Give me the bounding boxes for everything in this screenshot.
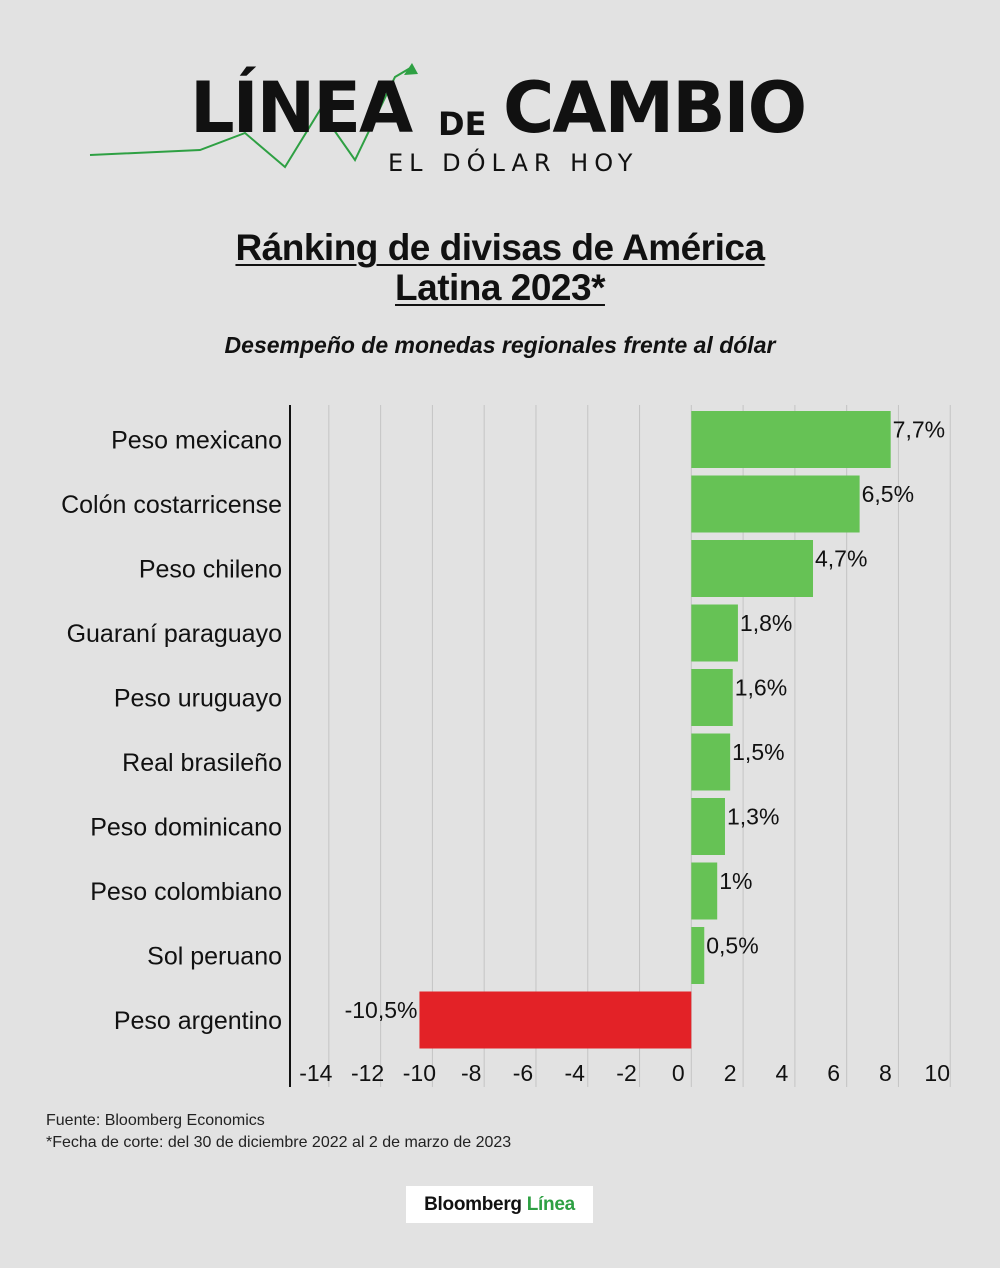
x-tick-label: -12 <box>351 1060 384 1086</box>
category-label: Guaraní paraguayo <box>67 620 282 648</box>
data-label: 1% <box>719 868 752 894</box>
x-tick-label: -14 <box>299 1060 332 1086</box>
x-tick-label: 6 <box>827 1060 840 1086</box>
logo: LÍNEA DE CAMBIO EL DÓLAR HOY <box>0 55 1000 185</box>
bar <box>691 862 718 920</box>
bar <box>691 475 860 533</box>
x-tick-label: 8 <box>879 1060 892 1086</box>
bar-chart: Peso mexicano 7,7% Colón costarricense 6,5%… <box>61 405 951 1087</box>
logo-word-cambio: CAMBIO <box>503 67 807 149</box>
bar <box>691 604 738 662</box>
data-label: 1,3% <box>727 804 779 830</box>
x-tick-label: -4 <box>565 1060 586 1086</box>
category-label: Peso argentino <box>114 1007 282 1035</box>
x-tick-label: 10 <box>924 1060 950 1086</box>
bar <box>691 798 725 855</box>
category-label: Sol peruano <box>147 943 282 971</box>
logo-trend-arrow-icon <box>89 63 418 169</box>
x-tick-label: 0 <box>672 1060 685 1086</box>
x-tick-label: 2 <box>724 1060 737 1086</box>
bar <box>691 927 705 984</box>
brand-bloomberg: Bloomberg <box>424 1193 522 1215</box>
category-label: Peso uruguayo <box>114 685 282 713</box>
title-line-1: Ránking de divisas de América <box>235 227 765 268</box>
page-title: Ránking de divisas de América Latina 202… <box>0 228 1000 308</box>
data-label: 6,5% <box>862 481 914 507</box>
data-label: 1,5% <box>732 739 784 765</box>
data-label: 1,8% <box>740 610 792 636</box>
bar <box>691 540 814 597</box>
category-label: Peso colombiano <box>90 878 282 906</box>
logo-word-de: DE <box>438 105 487 143</box>
bar <box>419 991 692 1049</box>
data-label: 1,6% <box>735 675 787 701</box>
date-note: *Fecha de corte: del 30 de diciembre 202… <box>46 1134 512 1151</box>
bar <box>691 669 733 726</box>
x-tick-label: -8 <box>461 1060 481 1086</box>
footnotes: Fuente: Bloomberg Economics *Fecha de co… <box>46 1110 511 1154</box>
logo-tagline: EL DÓLAR HOY <box>388 149 639 177</box>
category-label: Peso chileno <box>139 556 282 584</box>
source-note: Fuente: Bloomberg Economics <box>46 1112 265 1129</box>
category-label: Colón costarricense <box>61 491 282 519</box>
x-tick-label: -6 <box>513 1060 533 1086</box>
x-tick-label: -2 <box>616 1060 636 1086</box>
data-label: -10,5% <box>345 997 418 1023</box>
x-tick-label: 4 <box>775 1060 788 1086</box>
data-label: 7,7% <box>893 417 945 443</box>
logo-word-linea: LÍNEA <box>190 67 413 149</box>
brand-linea: Línea <box>526 1193 575 1215</box>
title-line-2: Latina 2023* <box>395 267 605 308</box>
category-label: Peso mexicano <box>111 427 282 455</box>
bar <box>691 411 891 468</box>
bar <box>691 733 731 791</box>
category-label: Real brasileño <box>122 749 282 777</box>
data-label: 4,7% <box>815 546 867 572</box>
brand-logo: Bloomberg Línea <box>406 1186 593 1223</box>
data-label: 0,5% <box>706 933 758 959</box>
x-tick-label: -10 <box>403 1060 436 1086</box>
category-label: Peso dominicano <box>90 814 282 842</box>
chart-subtitle: Desempeño de monedas regionales frente a… <box>224 332 776 358</box>
